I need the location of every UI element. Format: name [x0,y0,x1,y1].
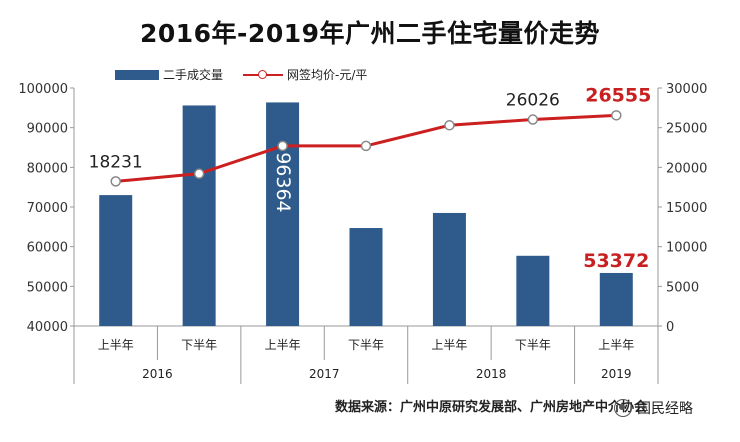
bar [349,228,383,326]
y-right-tick-label: 20000 [666,161,707,176]
x-tick-label: 下半年 [181,338,217,352]
price-point [193,168,205,179]
legend-swatch-line [243,69,283,80]
y-right-tick-label: 15000 [666,201,707,216]
source-note: 数据来源：广州中原研究发展部、广州房地产中介协会 [335,400,648,415]
price-point [527,114,539,125]
price-point [277,140,288,152]
data-label: 26026 [506,91,560,111]
y-left-tick-label: 90000 [27,122,68,137]
price-point [611,110,622,121]
bar [432,212,466,326]
y-left-tick-label: 70000 [27,201,68,216]
x-tick-label: 下半年 [515,338,551,352]
x-group-label: 2019 [601,367,632,381]
bar [182,105,216,326]
bar [516,255,550,326]
price-point [110,176,121,187]
bar [266,102,300,327]
y-right-tick-label: 0 [666,320,674,335]
y-left-tick-label: 60000 [27,241,68,256]
y-left-tick-label: 80000 [27,161,68,176]
legend-label-volume: 二手成交量 [163,68,224,82]
y-left-tick-label: 100000 [18,82,68,97]
x-group-label: 2016 [142,367,173,381]
legend-label-price: 网签均价-元/平 [287,68,368,82]
bar [99,195,133,326]
x-group-label: 2017 [309,367,340,381]
x-tick-label: 上半年 [265,338,301,352]
account-icon [614,399,632,417]
y-right-tick-label: 25000 [666,122,707,137]
x-tick-label: 下半年 [348,338,384,352]
legend-item-volume: 二手成交量 [115,66,223,83]
account-label: 国民经略 [614,398,693,418]
data-label: 53372 [583,250,649,272]
legend-swatch-bar [115,69,159,80]
y-right-tick-label: 30000 [666,82,707,97]
price-point [360,140,372,152]
price-point [444,120,455,131]
x-tick-label: 上半年 [431,338,467,352]
legend: 二手成交量 网签均价-元/平 [0,66,740,86]
y-right-tick-label: 5000 [666,280,699,295]
x-tick-label: 上半年 [98,338,134,352]
x-tick-label: 上半年 [598,338,634,352]
data-label: 18231 [89,152,143,172]
account-name: 国民经略 [637,401,693,417]
chart-title: 2016年-2019年广州二手住宅量价走势 [139,19,601,48]
legend-item-price: 网签均价-元/平 [243,66,367,83]
y-left-tick-label: 40000 [27,320,68,335]
data-label: 26555 [585,84,651,106]
y-right-tick-label: 10000 [666,241,707,256]
data-label: 96364 [272,152,294,212]
y-left-tick-label: 50000 [27,280,68,295]
x-group-label: 2018 [476,367,507,381]
bar [599,272,633,326]
